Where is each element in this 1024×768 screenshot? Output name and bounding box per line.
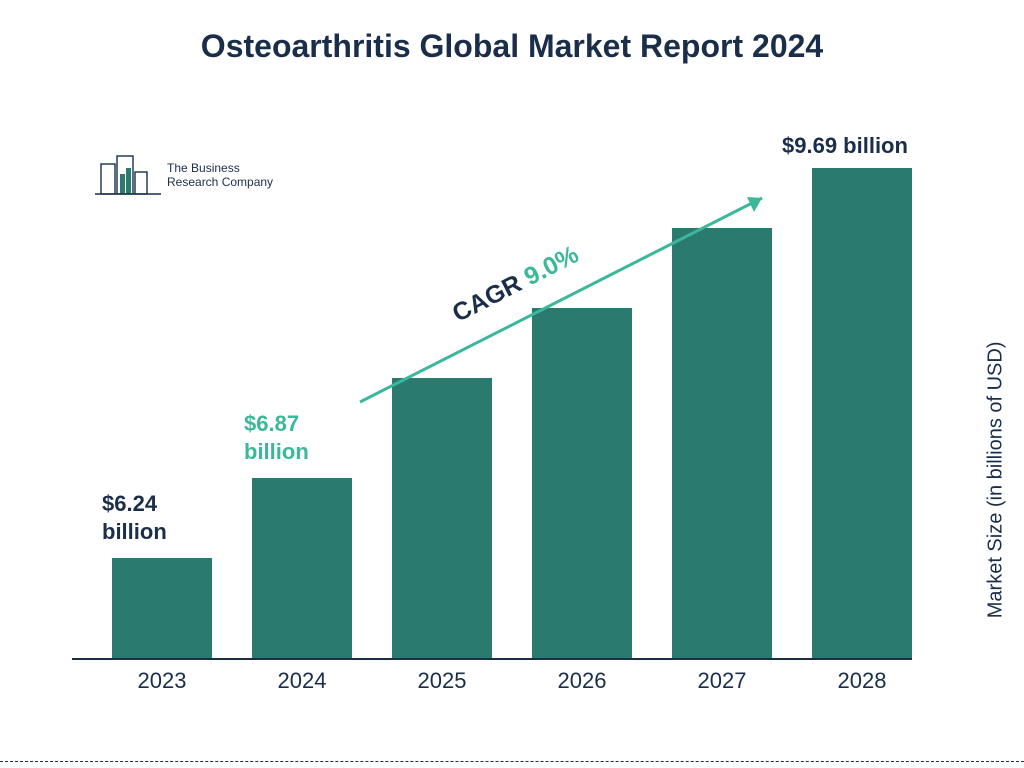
y-axis-label: Market Size (in billions of USD)	[985, 342, 1008, 619]
x-label-2027: 2027	[672, 668, 772, 694]
x-label-2023: 2023	[112, 668, 212, 694]
value-label-2024: $6.87billion	[244, 410, 309, 465]
x-label-2028: 2028	[812, 668, 912, 694]
cagr-label-percent: 9.0%	[520, 240, 583, 291]
x-label-2024: 2024	[252, 668, 352, 694]
bar-2025	[392, 378, 492, 658]
bar-2023	[112, 558, 212, 658]
bar-chart-plot: 2023 2024 2025 2026 2027 2028 $6.24billi…	[72, 120, 912, 660]
footer-divider	[0, 761, 1024, 762]
chart-area: 2023 2024 2025 2026 2027 2028 $6.24billi…	[72, 120, 952, 680]
bar-2027	[672, 228, 772, 658]
x-label-2026: 2026	[532, 668, 632, 694]
chart-title: Osteoarthritis Global Market Report 2024	[0, 0, 1024, 65]
value-label-2023: $6.24billion	[102, 490, 167, 545]
cagr-label-text: CAGR	[448, 269, 526, 327]
value-label-2028: $9.69 billion	[782, 132, 908, 160]
x-label-2025: 2025	[392, 668, 492, 694]
bar-2028	[812, 168, 912, 658]
bar-2024	[252, 478, 352, 658]
bar-2026	[532, 308, 632, 658]
